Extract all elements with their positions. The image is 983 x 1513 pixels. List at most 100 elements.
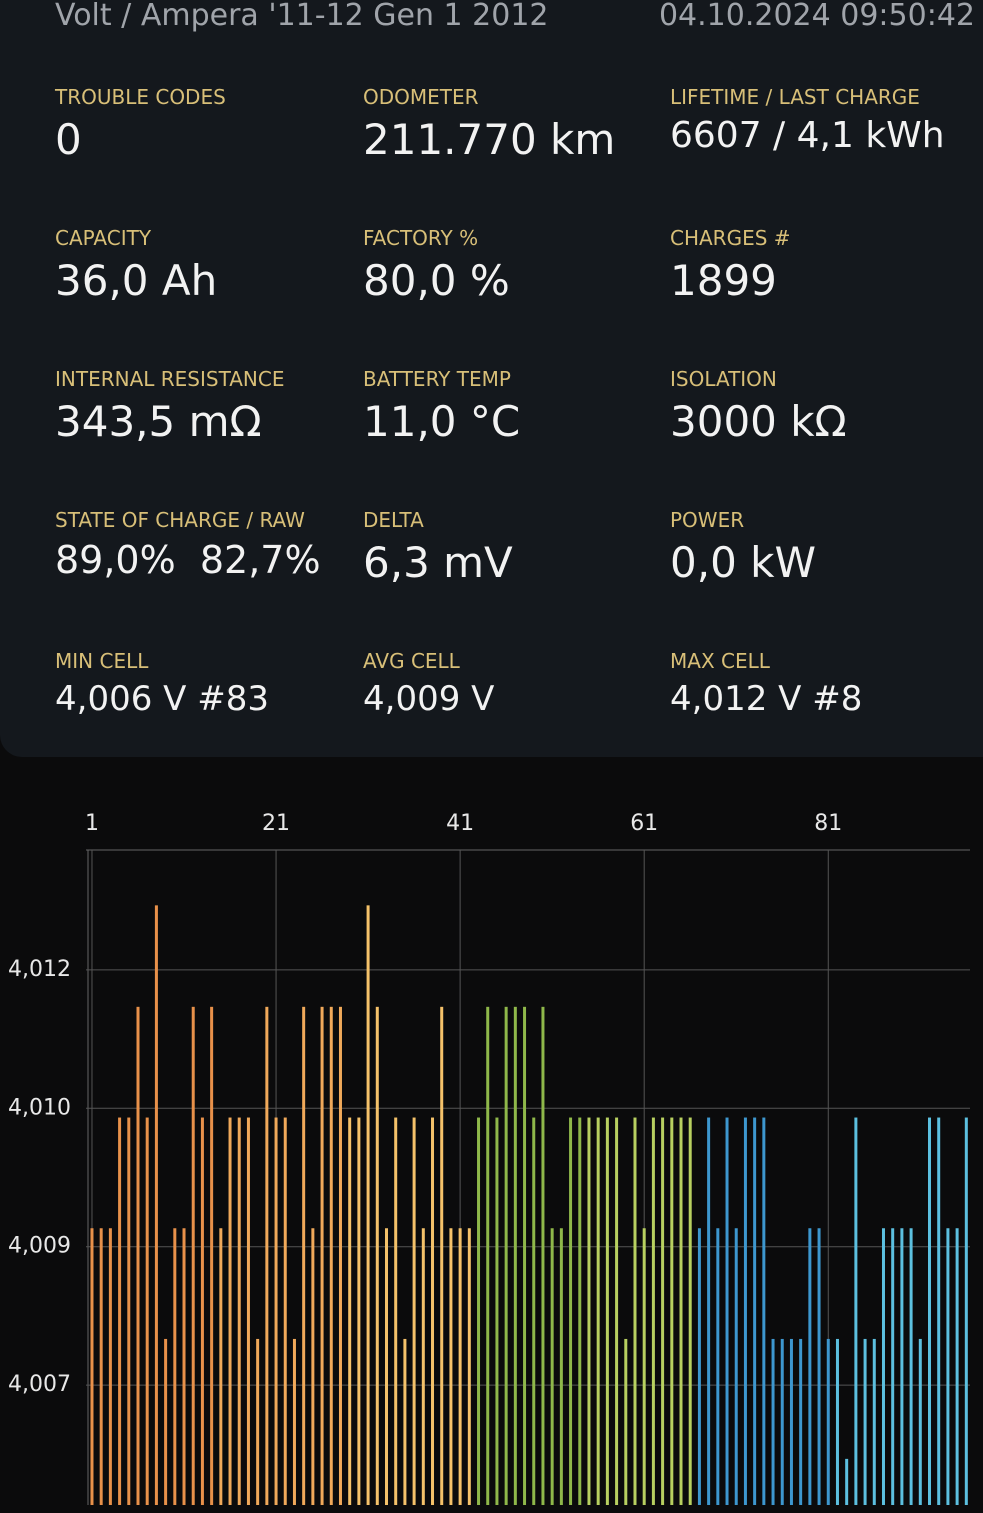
bar xyxy=(219,1228,223,1505)
stat-label: POWER xyxy=(670,508,745,532)
vehicle-title: Volt / Ampera '11-12 Gen 1 2012 xyxy=(55,0,549,33)
bar xyxy=(799,1338,803,1505)
bar xyxy=(320,1006,324,1505)
bar xyxy=(661,1117,665,1505)
bar xyxy=(642,1228,646,1505)
stat-value: 0,0 kW xyxy=(670,538,816,587)
bar xyxy=(578,1117,582,1505)
bar xyxy=(154,905,158,1505)
stat-value: 3000 kΩ xyxy=(670,397,847,446)
bar xyxy=(108,1228,112,1505)
bar xyxy=(421,1228,425,1505)
bar xyxy=(366,905,370,1505)
bar xyxy=(348,1117,352,1505)
bar xyxy=(633,1117,637,1505)
stat-label: LIFETIME / LAST CHARGE xyxy=(670,85,920,109)
bar xyxy=(615,1117,619,1505)
bar xyxy=(688,1117,692,1505)
bar xyxy=(311,1228,315,1505)
bar xyxy=(789,1338,793,1505)
stat-label: TROUBLE CODES xyxy=(55,85,226,109)
bar xyxy=(504,1006,508,1505)
bar xyxy=(210,1006,214,1505)
bar xyxy=(569,1117,573,1505)
bar xyxy=(274,1117,278,1505)
bar xyxy=(486,1006,490,1505)
cell-chart: 1 21 41 61 81 4,007 4,009 4,010 4,012 xyxy=(8,811,970,1505)
bar xyxy=(624,1338,628,1505)
bar xyxy=(412,1117,416,1505)
bar xyxy=(173,1228,177,1505)
bar xyxy=(136,1006,140,1505)
stat-value: 6,3 mV xyxy=(363,538,513,587)
bar xyxy=(256,1338,260,1505)
stat-value: 11,0 °C xyxy=(363,397,521,446)
bar xyxy=(872,1338,876,1505)
x-tick-label: 81 xyxy=(814,811,842,836)
stat-label: INTERNAL RESISTANCE xyxy=(55,367,285,391)
bar xyxy=(237,1117,241,1505)
bar xyxy=(182,1228,186,1505)
bar xyxy=(854,1117,858,1505)
bar xyxy=(817,1228,821,1505)
stat-label: CHARGES # xyxy=(670,226,791,250)
datetime: 04.10.2024 09:50:42 xyxy=(658,0,975,33)
bar xyxy=(200,1117,204,1505)
bar xyxy=(145,1117,149,1505)
bar xyxy=(835,1338,839,1505)
stat: POWER 0,0 kW xyxy=(670,508,816,587)
bar xyxy=(265,1006,269,1505)
stat-label: MIN CELL xyxy=(55,649,149,673)
stat: CAPACITY 36,0 Ah xyxy=(55,226,217,305)
bar xyxy=(955,1228,959,1505)
bar xyxy=(596,1117,600,1505)
bar xyxy=(164,1338,168,1505)
stat-label: FACTORY % xyxy=(363,226,479,250)
stat: AVG CELL 4,009 V xyxy=(363,649,494,719)
bar xyxy=(753,1117,757,1505)
stat-label: CAPACITY xyxy=(55,226,152,250)
stat: MAX CELL 4,012 V #8 xyxy=(670,649,862,719)
bar xyxy=(937,1117,941,1505)
stat-value: 36,0 Ah xyxy=(55,256,218,305)
bar xyxy=(587,1117,591,1505)
bar xyxy=(716,1228,720,1505)
stats-panel: Volt / Ampera '11-12 Gen 1 2012 04.10.20… xyxy=(0,0,983,757)
stat-label: MAX CELL xyxy=(670,649,770,673)
bar xyxy=(725,1117,729,1505)
bar xyxy=(458,1228,462,1505)
bar xyxy=(477,1117,481,1505)
x-tick-label: 21 xyxy=(262,811,290,836)
bar xyxy=(928,1117,932,1505)
bar xyxy=(375,1006,379,1505)
bar xyxy=(403,1338,407,1505)
stat-label: ISOLATION xyxy=(670,367,777,391)
stat: ODOMETER 211.770 km xyxy=(363,85,615,164)
bar xyxy=(329,1006,333,1505)
bar xyxy=(99,1228,103,1505)
stat-value: 4,012 V #8 xyxy=(670,679,863,719)
y-tick-label: 4,007 xyxy=(8,1372,71,1397)
stat: LIFETIME / LAST CHARGE 6607 / 4,1 kWh xyxy=(670,85,945,156)
stat-value: 4,009 V xyxy=(363,679,495,719)
stat-value: 211.770 km xyxy=(363,115,616,164)
bar xyxy=(918,1338,922,1505)
bar xyxy=(946,1228,950,1505)
bar xyxy=(697,1228,701,1505)
stat-value: 6607 / 4,1 kWh xyxy=(670,115,945,156)
bar xyxy=(559,1228,563,1505)
stat-value: 0 xyxy=(55,115,82,164)
bar xyxy=(532,1117,536,1505)
x-tick-label: 1 xyxy=(85,811,99,836)
stat-value: 1899 xyxy=(670,256,777,305)
bar xyxy=(90,1228,94,1505)
bar xyxy=(891,1228,895,1505)
bar xyxy=(118,1117,122,1505)
bar xyxy=(394,1117,398,1505)
stat: CHARGES # 1899 xyxy=(670,226,791,305)
bar xyxy=(808,1228,812,1505)
bar xyxy=(523,1006,527,1505)
bar xyxy=(900,1228,904,1505)
stat: BATTERY TEMP 11,0 °C xyxy=(363,367,520,446)
bar xyxy=(292,1338,296,1505)
